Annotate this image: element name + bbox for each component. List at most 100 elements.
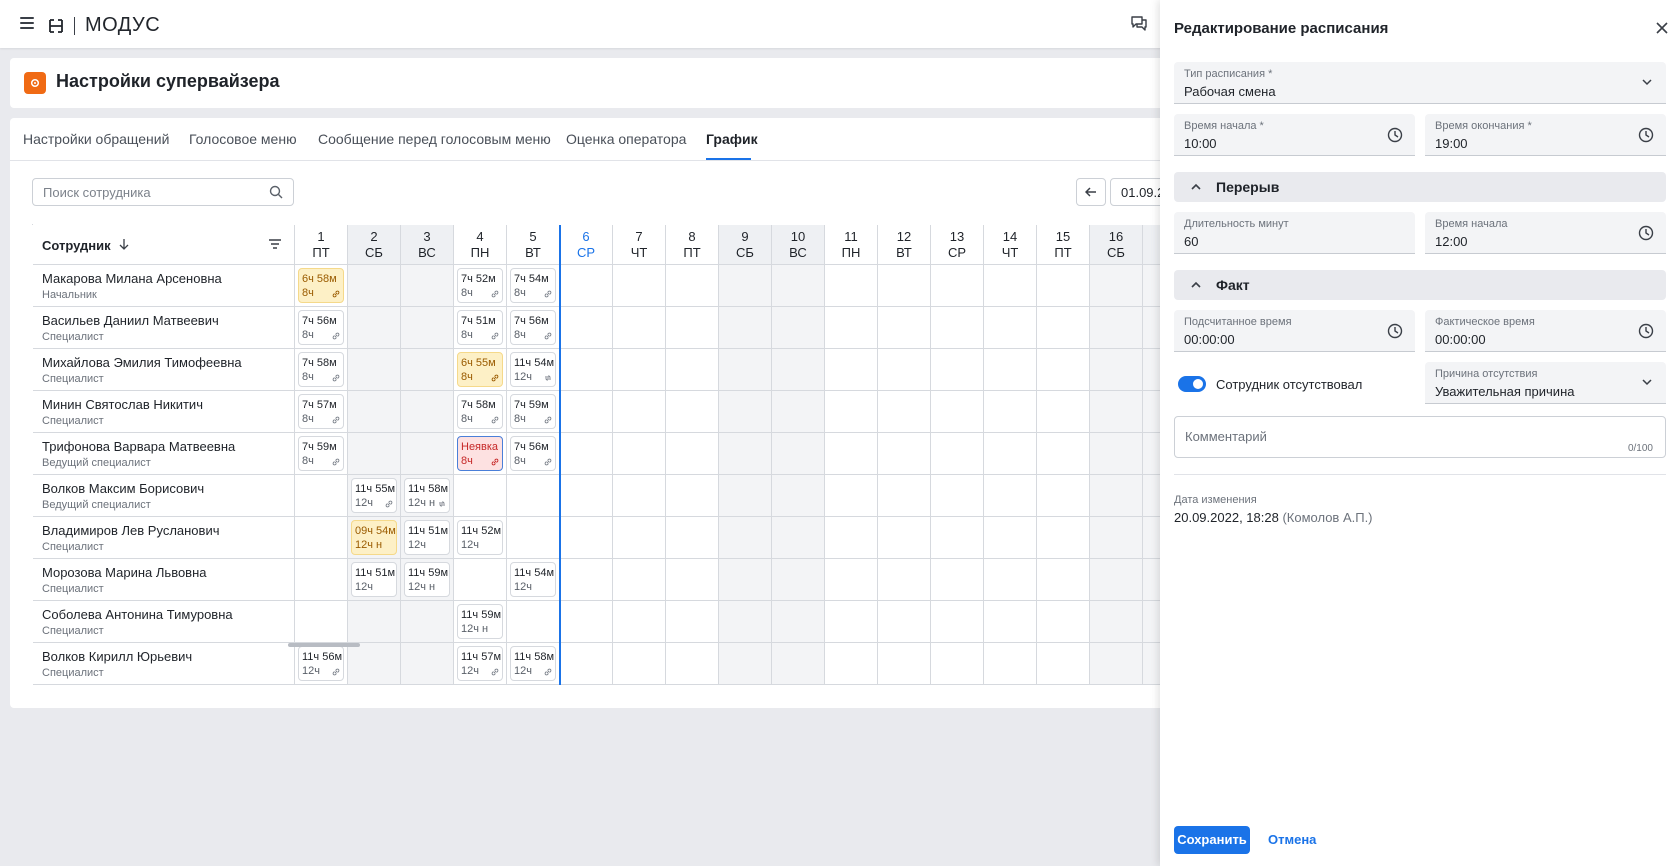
- menu-icon[interactable]: [20, 17, 34, 29]
- schedule-cell[interactable]: [772, 475, 825, 517]
- schedule-cell[interactable]: [1090, 475, 1143, 517]
- tab-request-settings[interactable]: Настройки обращений: [23, 131, 170, 147]
- schedule-cell[interactable]: [825, 433, 878, 475]
- schedule-cell[interactable]: [560, 517, 613, 559]
- schedule-cell[interactable]: [719, 643, 772, 685]
- schedule-cell[interactable]: [878, 559, 931, 601]
- schedule-cell[interactable]: [825, 349, 878, 391]
- schedule-cell[interactable]: [666, 559, 719, 601]
- employee-cell[interactable]: Трифонова Варвара Матвеевна Ведущий специ…: [33, 433, 295, 475]
- schedule-cell[interactable]: [507, 601, 560, 643]
- schedule-cell[interactable]: [1037, 601, 1090, 643]
- filter-icon[interactable]: [269, 239, 281, 249]
- employee-cell[interactable]: Владимиров Лев Русланович Специалист: [33, 517, 295, 559]
- schedule-cell[interactable]: [401, 643, 454, 685]
- schedule-cell[interactable]: [560, 643, 613, 685]
- schedule-cell[interactable]: [1090, 517, 1143, 559]
- close-icon[interactable]: [1656, 22, 1668, 34]
- employee-cell[interactable]: Макарова Милана Арсеновна Начальник: [33, 265, 295, 307]
- schedule-cell[interactable]: [878, 433, 931, 475]
- employee-cell[interactable]: Соболева Антонина Тимуровна Специалист: [33, 601, 295, 643]
- schedule-cell[interactable]: [1037, 349, 1090, 391]
- absent-toggle[interactable]: [1178, 376, 1206, 392]
- schedule-cell[interactable]: [984, 265, 1037, 307]
- employee-search[interactable]: [32, 178, 294, 206]
- schedule-cell[interactable]: [666, 391, 719, 433]
- schedule-cell[interactable]: [984, 517, 1037, 559]
- schedule-cell[interactable]: [507, 475, 560, 517]
- shift-card[interactable]: 7ч 59м 8ч: [510, 394, 556, 429]
- employee-cell[interactable]: Волков Максим Борисович Ведущий специалис…: [33, 475, 295, 517]
- schedule-cell[interactable]: [401, 307, 454, 349]
- schedule-cell[interactable]: [719, 391, 772, 433]
- shift-card[interactable]: 7ч 57м 8ч: [298, 394, 344, 429]
- schedule-cell[interactable]: [613, 559, 666, 601]
- schedule-cell[interactable]: [772, 517, 825, 559]
- schedule-cell[interactable]: 11ч 59м 12ч н: [401, 559, 454, 601]
- schedule-cell[interactable]: [719, 433, 772, 475]
- schedule-cell[interactable]: [401, 433, 454, 475]
- schedule-cell[interactable]: [825, 307, 878, 349]
- app-logo[interactable]: МОДУС: [48, 14, 160, 37]
- schedule-cell[interactable]: [878, 601, 931, 643]
- start-time-field[interactable]: Время начала * 10:00: [1174, 114, 1415, 156]
- schedule-cell[interactable]: 7ч 56м 8ч: [507, 307, 560, 349]
- schedule-cell[interactable]: [825, 601, 878, 643]
- schedule-cell[interactable]: [348, 601, 401, 643]
- schedule-cell[interactable]: [825, 643, 878, 685]
- break-duration-field[interactable]: Длительность минут 60: [1174, 212, 1415, 254]
- schedule-cell[interactable]: 7ч 51м 8ч: [454, 307, 507, 349]
- schedule-cell[interactable]: [613, 433, 666, 475]
- counted-time-field[interactable]: Подсчитанное время 00:00:00: [1174, 310, 1415, 352]
- shift-card[interactable]: 11ч 58м 12ч н: [404, 478, 450, 513]
- schedule-cell[interactable]: [719, 601, 772, 643]
- employee-cell[interactable]: Васильев Даниил Матвеевич Специалист: [33, 307, 295, 349]
- tab-pre-voice-message[interactable]: Сообщение перед голосовым меню: [318, 131, 551, 147]
- tab-voice-menu[interactable]: Голосовое меню: [189, 131, 297, 147]
- schedule-cell[interactable]: [295, 517, 348, 559]
- schedule-cell[interactable]: 11ч 51м 12ч: [401, 517, 454, 559]
- clock-icon[interactable]: [1638, 127, 1654, 143]
- shift-card[interactable]: 11ч 54м 12ч: [510, 562, 556, 597]
- schedule-cell[interactable]: [401, 601, 454, 643]
- schedule-cell[interactable]: [984, 475, 1037, 517]
- shift-card-warning[interactable]: 6ч 55м 8ч: [457, 352, 503, 387]
- schedule-cell[interactable]: [507, 517, 560, 559]
- schedule-cell[interactable]: [1090, 601, 1143, 643]
- schedule-cell[interactable]: [348, 349, 401, 391]
- chat-icon[interactable]: [1130, 15, 1148, 31]
- save-button[interactable]: Сохранить: [1174, 826, 1250, 854]
- schedule-cell[interactable]: [666, 265, 719, 307]
- schedule-cell[interactable]: 6ч 55м 8ч: [454, 349, 507, 391]
- schedule-cell[interactable]: [878, 475, 931, 517]
- schedule-cell[interactable]: 11ч 55м 12ч: [348, 475, 401, 517]
- schedule-cell[interactable]: [984, 601, 1037, 643]
- shift-card[interactable]: 7ч 52м 8ч: [457, 268, 503, 303]
- schedule-cell[interactable]: [1090, 643, 1143, 685]
- shift-card[interactable]: 11ч 54м 12ч: [510, 352, 556, 387]
- schedule-cell[interactable]: [666, 643, 719, 685]
- schedule-cell[interactable]: [931, 475, 984, 517]
- cancel-button[interactable]: Отмена: [1268, 832, 1317, 847]
- schedule-cell[interactable]: [719, 475, 772, 517]
- schedule-cell[interactable]: [666, 307, 719, 349]
- schedule-cell[interactable]: [401, 391, 454, 433]
- schedule-cell[interactable]: [1090, 433, 1143, 475]
- clock-icon[interactable]: [1638, 323, 1654, 339]
- schedule-cell[interactable]: [984, 643, 1037, 685]
- schedule-cell[interactable]: [772, 559, 825, 601]
- schedule-cell[interactable]: [719, 517, 772, 559]
- shift-card[interactable]: 11ч 59м 12ч н: [404, 562, 450, 597]
- schedule-type-select[interactable]: Тип расписания * Рабочая смена: [1174, 62, 1666, 104]
- schedule-cell[interactable]: [825, 391, 878, 433]
- employee-cell[interactable]: Минин Святослав Никитич Специалист: [33, 391, 295, 433]
- schedule-cell[interactable]: [1090, 559, 1143, 601]
- shift-card[interactable]: 7ч 59м 8ч: [298, 436, 344, 471]
- clock-icon[interactable]: [1387, 127, 1403, 143]
- schedule-cell[interactable]: [348, 307, 401, 349]
- search-icon[interactable]: [269, 185, 283, 199]
- schedule-cell[interactable]: [931, 517, 984, 559]
- schedule-cell[interactable]: [454, 559, 507, 601]
- schedule-cell[interactable]: [1037, 517, 1090, 559]
- schedule-cell[interactable]: [560, 307, 613, 349]
